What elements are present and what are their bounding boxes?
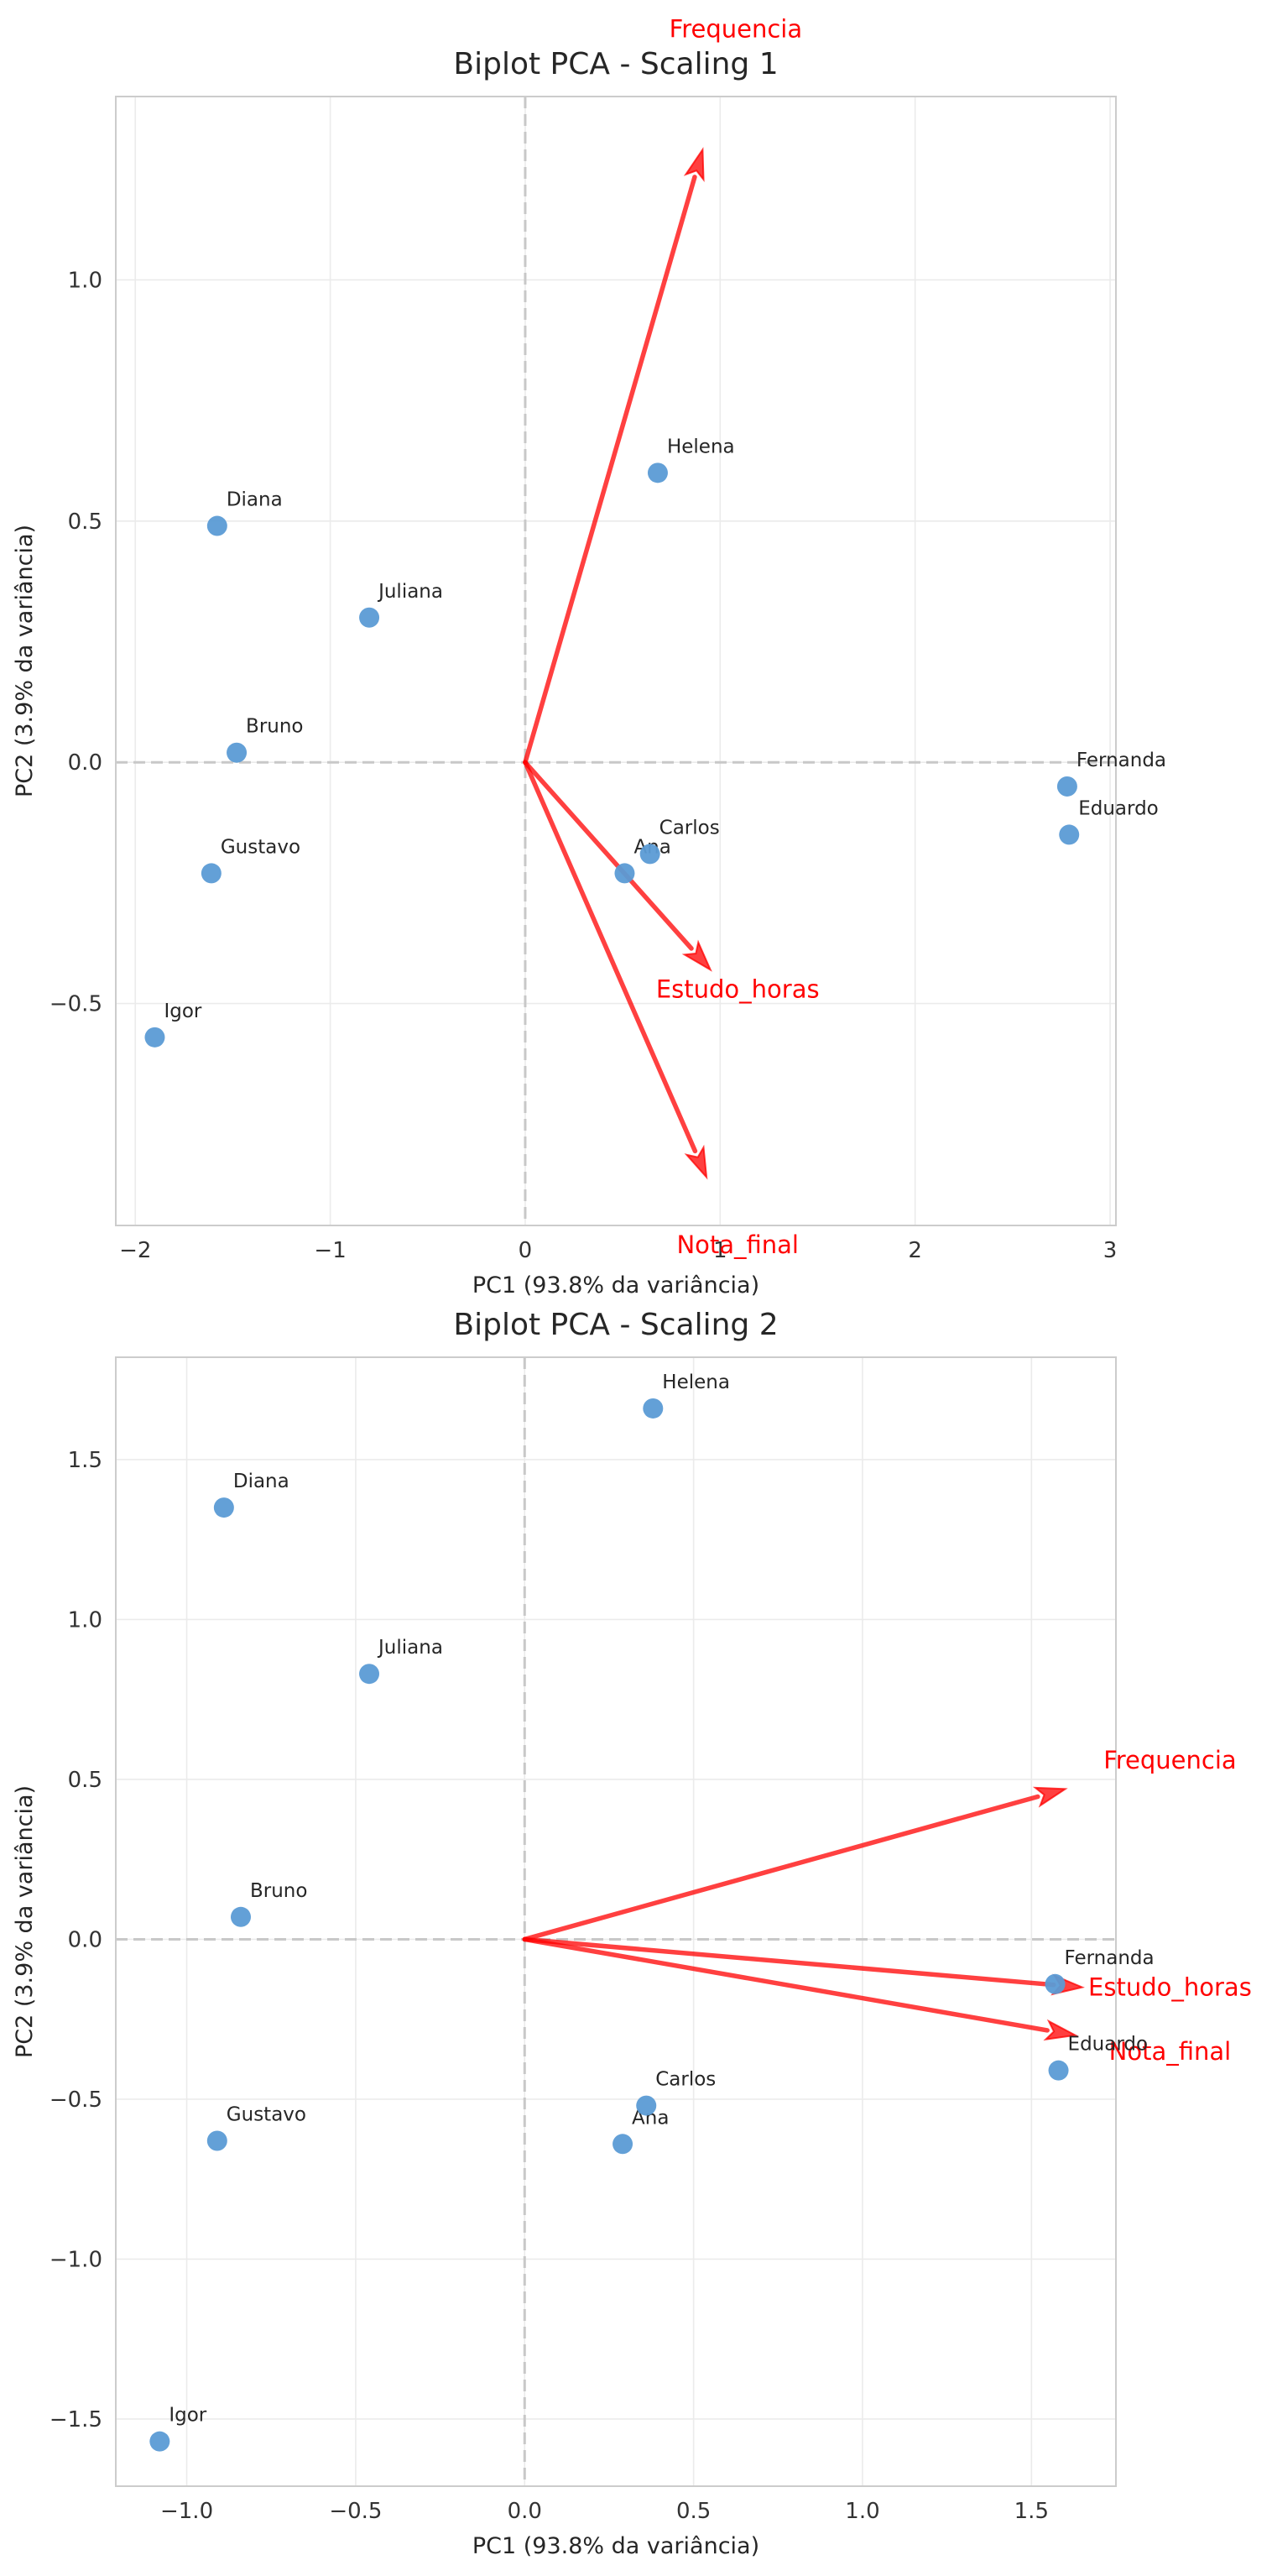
loading-arrow-shaft [522, 1936, 1056, 1988]
loading-arrow-shaft [522, 1794, 1040, 1942]
observation-point [359, 1664, 380, 1685]
x-tick-label: −1 [314, 1238, 346, 1263]
loading-label: Estudo_horas [1088, 1973, 1252, 2002]
y-tick-label: 0.5 [68, 509, 102, 535]
y-tick-label: −0.5 [50, 992, 102, 1017]
observation-label: Diana [227, 489, 283, 511]
observation-label: Juliana [377, 1637, 443, 1659]
y-tick-label: −0.5 [50, 2087, 102, 2113]
x-axis-label: PC1 (93.8% da variância) [472, 2533, 759, 2559]
chart-title: Biplot PCA - Scaling 2 [453, 1308, 778, 1342]
observation-point [206, 515, 227, 536]
y-axis-label: PC2 (3.9% da variância) [12, 525, 38, 797]
observation-point [613, 2134, 633, 2155]
observation-label: Carlos [655, 2069, 716, 2091]
observation-label: Juliana [377, 581, 443, 603]
observation-point [144, 1027, 165, 1048]
observation-label: Bruno [246, 716, 303, 738]
observation-label: Fernanda [1077, 750, 1166, 771]
biplot-scaling-1: −2 −1 0 1 2 3 −0.5 0.0 0.5 1.0 PC1 (93.8% da variâ… [12, 15, 1166, 1298]
y-tick-label: −1.5 [50, 2407, 102, 2432]
plot-frame [115, 1356, 1117, 2487]
observation-point [647, 462, 668, 483]
observation-label: Helena [662, 1372, 730, 1393]
observation-label: Gustavo [221, 836, 300, 858]
observation-label: Igor [164, 1001, 201, 1022]
loading-arrow-shaft [522, 1936, 1050, 2033]
observation-point [201, 863, 222, 884]
x-axis-label: PC1 (93.8% da variância) [472, 1272, 759, 1298]
x-tick-label: 0 [519, 1238, 533, 1263]
observation-label: Fernanda [1065, 1947, 1155, 1969]
observation-point [1045, 1973, 1066, 1994]
observation-label: Eduardo [1078, 797, 1159, 819]
plot-frame [115, 96, 1117, 1226]
observation-label: Bruno [250, 1880, 307, 1902]
observation-point [1048, 2060, 1069, 2081]
observation-label: Diana [233, 1471, 289, 1492]
x-tick-label: 1 [713, 1238, 727, 1263]
x-tick-label: 1.5 [1014, 2499, 1049, 2524]
observation-point [206, 2130, 227, 2151]
observation-point [149, 2431, 170, 2452]
observation-point [636, 2095, 657, 2116]
loading-label: Frequencia [1103, 1746, 1236, 1774]
x-tick-label: −1.0 [160, 2499, 213, 2524]
observation-label: Eduardo [1068, 2034, 1149, 2056]
observation-point [227, 742, 248, 763]
observation-label: Gustavo [227, 2103, 306, 2125]
loading-arrow-head [684, 1144, 708, 1180]
observation-point [213, 1497, 234, 1518]
x-tick-label: 0.0 [508, 2499, 542, 2524]
loading-arrow-head [681, 939, 712, 972]
y-tick-label: 0.5 [68, 1768, 102, 1793]
x-tick-label: 2 [908, 1238, 922, 1263]
y-tick-label: 1.0 [68, 1607, 102, 1633]
observation-point [614, 863, 635, 884]
y-tick-label: 0.0 [68, 1927, 102, 1952]
biplot-scaling-2: −1.0 −0.5 0.0 0.5 1.0 1.5 −1.5 −1.0 −0.5 0.0 0.5 1.… [12, 1308, 1252, 2559]
plot-area [116, 1357, 1116, 2486]
loading-arrow-head [683, 147, 705, 182]
loading-arrow-head [1043, 2019, 1078, 2041]
x-tick-label: −2 [119, 1238, 151, 1263]
y-tick-label: 1.0 [68, 268, 102, 293]
loading-label: Nota_final [676, 1231, 799, 1259]
observation-label: Carlos [659, 817, 720, 839]
loading-arrow-shaft [523, 760, 694, 951]
observation-point [1059, 824, 1080, 845]
y-tick-label: 0.0 [68, 750, 102, 776]
x-tick-label: 1.0 [845, 2499, 879, 2524]
loading-arrow-shaft [523, 175, 697, 765]
x-tick-label: 3 [1103, 1238, 1118, 1263]
loading-label: Frequencia [670, 15, 802, 44]
observation-point [639, 844, 660, 865]
y-tick-label: 1.5 [68, 1448, 102, 1473]
observation-point [359, 607, 380, 628]
x-tick-label: −0.5 [329, 2499, 382, 2524]
loading-label: Estudo_horas [656, 974, 820, 1003]
loading-arrow-shaft [523, 760, 698, 1154]
loading-label: Nota_final [1109, 2037, 1232, 2066]
observation-label: Helena [667, 436, 735, 457]
loading-arrow-head [1032, 1786, 1068, 1808]
y-tick-label: −1.0 [50, 2247, 102, 2272]
observation-point [1056, 776, 1077, 797]
observation-label: Igor [169, 2405, 206, 2427]
chart-title: Biplot PCA - Scaling 1 [453, 47, 778, 81]
observation-point [643, 1398, 664, 1419]
observation-point [231, 1906, 251, 1927]
y-axis-label: PC2 (3.9% da variância) [12, 1785, 38, 2058]
x-tick-label: 0.5 [676, 2499, 711, 2524]
plot-area [116, 97, 1116, 1225]
